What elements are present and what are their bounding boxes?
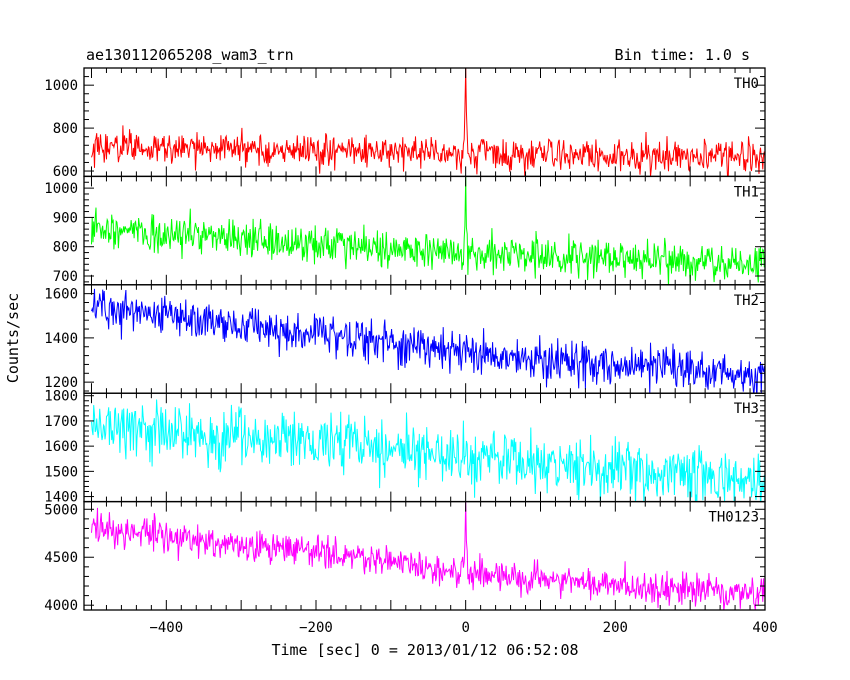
y-tick-label: 5000 xyxy=(44,502,78,518)
y-tick-label: 1800 xyxy=(44,389,78,405)
panel-stack: 600 800 1000 TH0 700 800 900 1000 TH1 1200 1400 160… xyxy=(44,67,778,636)
y-tick-label: 800 xyxy=(53,121,78,137)
panel-th0: 600 800 1000 TH0 xyxy=(44,67,766,180)
panel-frame xyxy=(83,500,766,611)
y-tick-label: 1500 xyxy=(44,464,78,480)
lightcurve-th3 xyxy=(91,399,765,502)
panel-frame xyxy=(83,175,766,286)
y-tick-label: 600 xyxy=(53,164,78,180)
y-tick-label: 1400 xyxy=(44,331,78,347)
y-tick-label: 1200 xyxy=(44,375,78,391)
y-tick-label: 4500 xyxy=(44,550,78,566)
y-tick-label: 1600 xyxy=(44,439,78,455)
panel-label: TH1 xyxy=(734,184,759,200)
lightcurve-th0123 xyxy=(91,501,765,611)
y-tick-label: 700 xyxy=(53,269,78,285)
y-tick-label: 1700 xyxy=(44,414,78,430)
y-tick-label: 1000 xyxy=(44,181,78,197)
y-tick-label: 800 xyxy=(53,240,78,256)
x-tick-label: −200 xyxy=(299,620,333,636)
y-tick-label: 900 xyxy=(53,210,78,226)
plot-title: ae130112065208_wam3_trn xyxy=(86,46,294,64)
panel-label: TH2 xyxy=(734,293,759,309)
panel-th0123: 4000 4500 5000 TH0123 xyxy=(44,500,766,614)
y-tick-label: 1600 xyxy=(44,287,78,303)
x-tick-label: 0 xyxy=(461,620,469,636)
panel-th2: 1200 1400 1600 TH2 xyxy=(44,284,766,394)
lightcurve-th1 xyxy=(91,176,765,285)
x-tick-label: −400 xyxy=(149,620,183,636)
y-axis-title: Counts/sec xyxy=(4,293,22,383)
y-tick-label: 1400 xyxy=(44,490,78,506)
bin-time-label: Bin time: 1.0 s xyxy=(615,46,750,64)
panel-label: TH0 xyxy=(734,76,759,92)
x-axis-title: Time [sec] 0 = 2013/01/12 06:52:08 xyxy=(271,641,578,659)
panel-label: TH0123 xyxy=(708,510,759,526)
panel-label: TH3 xyxy=(734,401,759,417)
panel-th3: 1400 1500 1600 1700 1800 TH3 xyxy=(44,389,766,506)
lightcurve-th2 xyxy=(91,288,765,394)
y-tick-label: 4000 xyxy=(44,598,78,614)
panel-th1: 700 800 900 1000 TH1 xyxy=(44,175,766,286)
lightcurve-th0 xyxy=(91,68,765,177)
y-tick-label: 1000 xyxy=(44,78,78,94)
x-tick-label: 400 xyxy=(752,620,777,636)
x-tick-label: 200 xyxy=(603,620,628,636)
